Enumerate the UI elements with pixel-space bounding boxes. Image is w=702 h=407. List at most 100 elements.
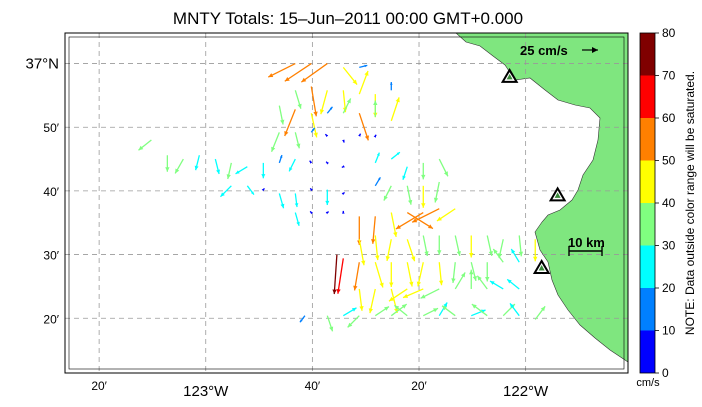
- colorbar-unit: cm/s: [636, 377, 660, 389]
- current-vector: [341, 210, 345, 214]
- current-vector: [358, 70, 369, 95]
- current-vector: [326, 315, 334, 332]
- colorbar-tick-label: 60: [662, 111, 676, 125]
- colorbar-segment: [640, 118, 655, 161]
- current-vector: [390, 97, 400, 122]
- current-vector: [359, 64, 368, 69]
- current-vector: [368, 288, 376, 314]
- current-vector: [325, 211, 330, 215]
- lat-tick-label: 40′: [43, 185, 59, 199]
- current-vector: [284, 63, 312, 82]
- current-vector: [342, 307, 357, 317]
- current-vector: [469, 235, 474, 258]
- current-vector: [374, 235, 380, 261]
- current-vector: [421, 185, 426, 208]
- colorbar-tick-label: 80: [662, 26, 676, 40]
- current-vector: [294, 193, 299, 208]
- current-vector: [433, 181, 440, 203]
- current-vector: [388, 288, 408, 302]
- current-vector: [358, 239, 366, 266]
- current-vector: [390, 212, 398, 237]
- current-vector: [420, 288, 440, 299]
- lat-tick-label: 37°N: [25, 56, 59, 73]
- current-vector: [476, 275, 488, 290]
- lon-tick-label: 123°W: [183, 383, 229, 400]
- current-vector: [534, 305, 546, 320]
- current-vector: [325, 161, 329, 165]
- current-vector: [270, 132, 280, 152]
- current-vector: [309, 187, 313, 192]
- current-vector: [373, 100, 378, 118]
- lon-tick-label: 20′: [411, 379, 427, 393]
- current-vector: [374, 176, 381, 187]
- station-marker: [532, 258, 551, 274]
- colorbar-tick-label: 0: [662, 366, 669, 380]
- current-vector: [406, 185, 413, 205]
- current-vector: [300, 63, 328, 83]
- station-marker-fill: [538, 264, 545, 271]
- current-vector: [469, 269, 474, 289]
- current-vector: [261, 162, 266, 179]
- current-vector: [341, 191, 346, 196]
- map-title: MNTY Totals: 15–Jun–2011 00:00 GMT+0.000: [173, 9, 523, 28]
- current-vector: [492, 248, 504, 263]
- lat-tick-label: 20′: [43, 312, 59, 326]
- current-vector: [395, 211, 424, 230]
- current-vector: [393, 304, 408, 317]
- current-vector: [389, 82, 393, 91]
- current-vector: [324, 133, 329, 138]
- colorbar: 0 10 20 30 40 50 60 70 80 cm/s NOTE: Data outsid…: [636, 26, 697, 389]
- current-vector: [226, 162, 232, 180]
- colorbar-segment: [640, 160, 655, 203]
- current-vector: [336, 258, 344, 294]
- current-vector: [219, 185, 232, 198]
- current-vector: [309, 210, 313, 215]
- current-vector: [294, 90, 302, 109]
- current-vector: [174, 158, 184, 174]
- current-vector: [406, 262, 414, 287]
- colorbar-segment: [640, 33, 655, 76]
- current-vector: [451, 262, 456, 284]
- current-vector: [347, 315, 360, 328]
- current-vector: [438, 158, 449, 177]
- current-vector: [325, 189, 330, 206]
- current-vector: [471, 303, 488, 317]
- scale-bar-label: 10 km: [568, 235, 605, 250]
- current-vector: [485, 262, 490, 282]
- current-vector: [510, 248, 520, 263]
- current-vector: [310, 113, 318, 138]
- current-vector: [470, 262, 477, 282]
- plot-frame-inner: [68, 36, 625, 370]
- current-vector: [422, 235, 429, 257]
- ocean-background: [65, 33, 628, 373]
- current-vector: [278, 105, 285, 125]
- current-vector: [390, 303, 408, 317]
- current-vector: [436, 208, 456, 222]
- station-marker-fill: [554, 192, 561, 198]
- station-marker-fill: [506, 73, 513, 80]
- colorbar-note: NOTE: Data outside color range will be s…: [683, 71, 697, 335]
- lon-tick-label: 20′: [91, 379, 107, 393]
- axis-labels: 20′ 123°W 40′ 20′ 122°W 37°N 50′ 40′ 30′ 20′: [25, 56, 549, 400]
- colorbar-tick-label: 70: [662, 69, 676, 83]
- current-vector: [319, 90, 328, 115]
- colorbar-segment: [640, 245, 655, 288]
- current-vector: [332, 254, 338, 295]
- lon-tick-label: 122°W: [503, 383, 549, 400]
- current-vector: [421, 162, 426, 180]
- colorbar-tick-label: 20: [662, 281, 676, 295]
- lat-tick-label: 50′: [43, 121, 59, 135]
- current-vector: [371, 216, 376, 244]
- current-vector: [341, 165, 345, 169]
- current-vector: [486, 235, 493, 257]
- current-vector: [358, 113, 369, 141]
- current-vector: [402, 288, 424, 299]
- current-vector: [261, 188, 265, 192]
- current-vector: [438, 262, 444, 286]
- lat-tick-label: 30′: [43, 249, 59, 263]
- current-vector: [278, 154, 283, 164]
- current-vector: [383, 185, 392, 201]
- colorbar-segment: [640, 203, 655, 246]
- colorbar-tick-label: 40: [662, 196, 676, 210]
- current-vector: [165, 155, 170, 172]
